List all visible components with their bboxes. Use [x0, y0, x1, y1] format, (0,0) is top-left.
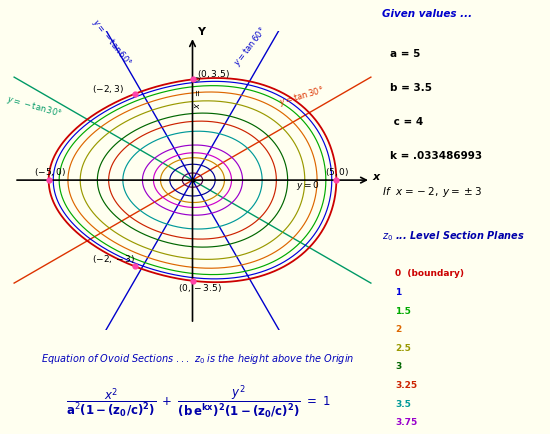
Text: a = 5: a = 5 — [390, 49, 421, 59]
Text: 0: 0 — [193, 76, 202, 82]
Text: 1.5: 1.5 — [395, 306, 411, 316]
Text: $y = -\tan 30°$: $y = -\tan 30°$ — [5, 92, 63, 121]
Text: $(0, -3.5)$: $(0, -3.5)$ — [178, 282, 222, 294]
Text: $(-2, 3)$: $(-2, 3)$ — [92, 83, 124, 95]
Text: Given values ...: Given values ... — [382, 9, 472, 19]
Text: $y = \tan 30°$: $y = \tan 30°$ — [278, 84, 326, 109]
Text: 3.25: 3.25 — [395, 381, 417, 390]
Text: $\mathit{If}$  $x = -2,\ y = \pm3$: $\mathit{If}$ $x = -2,\ y = \pm3$ — [382, 185, 482, 199]
Text: 0  (boundary): 0 (boundary) — [395, 270, 464, 278]
Text: $\mathit{Equation\ of\ Ovoid\ Sections\ ...\ z_0\ is\ the\ height\ above\ the\ O: $\mathit{Equation\ of\ Ovoid\ Sections\ … — [41, 352, 355, 365]
Text: 3.5: 3.5 — [395, 400, 411, 409]
Text: x: x — [372, 172, 379, 182]
Text: k = .033486993: k = .033486993 — [390, 151, 483, 161]
Text: Y: Y — [197, 27, 205, 37]
Text: $y = \tan 60°$: $y = \tan 60°$ — [230, 24, 270, 69]
Text: 3: 3 — [395, 362, 402, 372]
Text: $\dfrac{x^2}{\mathbf{a}^2\mathbf{(1-(z_0/c)^2)}}\ +\ \dfrac{y^2}{\mathbf{(b\,e^{: $\dfrac{x^2}{\mathbf{a}^2\mathbf{(1-(z_0… — [65, 384, 331, 421]
Text: $(-2, -3)$: $(-2, -3)$ — [92, 253, 135, 265]
Text: $z_0$ ... Level Section Planes: $z_0$ ... Level Section Planes — [382, 229, 525, 243]
Text: $y = -\tan 60°$: $y = -\tan 60°$ — [89, 16, 135, 69]
Text: 3.75: 3.75 — [395, 418, 417, 427]
Text: $(0, 3.5)$: $(0, 3.5)$ — [197, 68, 230, 80]
Text: =: = — [193, 89, 202, 96]
Text: $y = 0$: $y = 0$ — [296, 179, 320, 192]
Text: 1: 1 — [395, 288, 402, 297]
Text: $(5, 0)$: $(5, 0)$ — [325, 166, 349, 178]
Text: x: x — [193, 104, 202, 109]
Text: 2: 2 — [395, 325, 402, 334]
Text: 2.5: 2.5 — [395, 344, 411, 353]
Text: c = 4: c = 4 — [390, 117, 424, 127]
Text: b = 3.5: b = 3.5 — [390, 83, 432, 93]
Text: $(-5, 0)$: $(-5, 0)$ — [34, 166, 66, 178]
